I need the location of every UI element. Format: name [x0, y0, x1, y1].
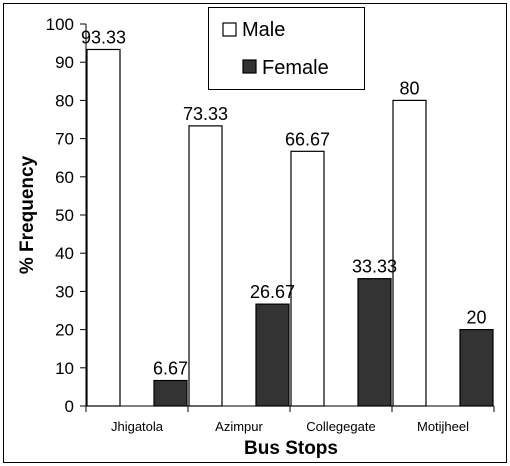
legend-swatch-female: [242, 59, 257, 74]
legend-box: [208, 7, 365, 90]
data-label: 80: [399, 78, 419, 98]
bar-male-jhigatola: [86, 48, 121, 407]
x-tick-label: Motijheel: [417, 419, 469, 434]
x-axis-title: Bus Stops: [244, 438, 338, 459]
legend-swatch-male: [222, 22, 237, 37]
bar-male-azimpur: [188, 125, 223, 407]
bar-female-jhigatola: [153, 379, 188, 407]
y-tick-label: 80: [55, 91, 74, 110]
bar-male-motijheel: [392, 99, 427, 407]
data-label: 93.33: [81, 27, 126, 47]
x-tick-label: Collegegate: [306, 419, 375, 434]
data-label: 33.33: [352, 257, 397, 277]
data-label: 66.67: [285, 129, 330, 149]
y-tick-label: 60: [55, 168, 74, 187]
y-tick-label: 70: [55, 130, 74, 149]
legend: Male Female: [208, 7, 365, 90]
y-tick-label: 30: [55, 282, 74, 301]
data-label: 6.67: [153, 359, 188, 379]
bar-female-motijheel: [459, 329, 494, 407]
y-tick-label: 10: [55, 359, 74, 378]
bar-female-azimpur: [255, 303, 290, 407]
legend-label-male: Male: [242, 19, 285, 41]
legend-label-female: Female: [262, 57, 329, 79]
y-tick-label: 50: [55, 206, 74, 225]
data-label: 20: [466, 308, 486, 328]
y-tick-label: 100: [46, 15, 74, 34]
y-tick-label: 20: [55, 321, 74, 340]
x-tick-label: Jhigatola: [111, 419, 164, 434]
y-axis-title: % Frequency: [17, 155, 38, 274]
y-tick-label: 40: [55, 244, 74, 263]
y-tick-label: 90: [55, 53, 74, 72]
data-label: 26.67: [250, 282, 295, 302]
y-tick-label: 0: [65, 397, 74, 416]
bar-female-collegegate: [357, 278, 392, 407]
x-tick-label: Azimpur: [215, 419, 263, 434]
bar-male-collegegate: [290, 150, 325, 407]
data-label: 73.33: [183, 104, 228, 124]
